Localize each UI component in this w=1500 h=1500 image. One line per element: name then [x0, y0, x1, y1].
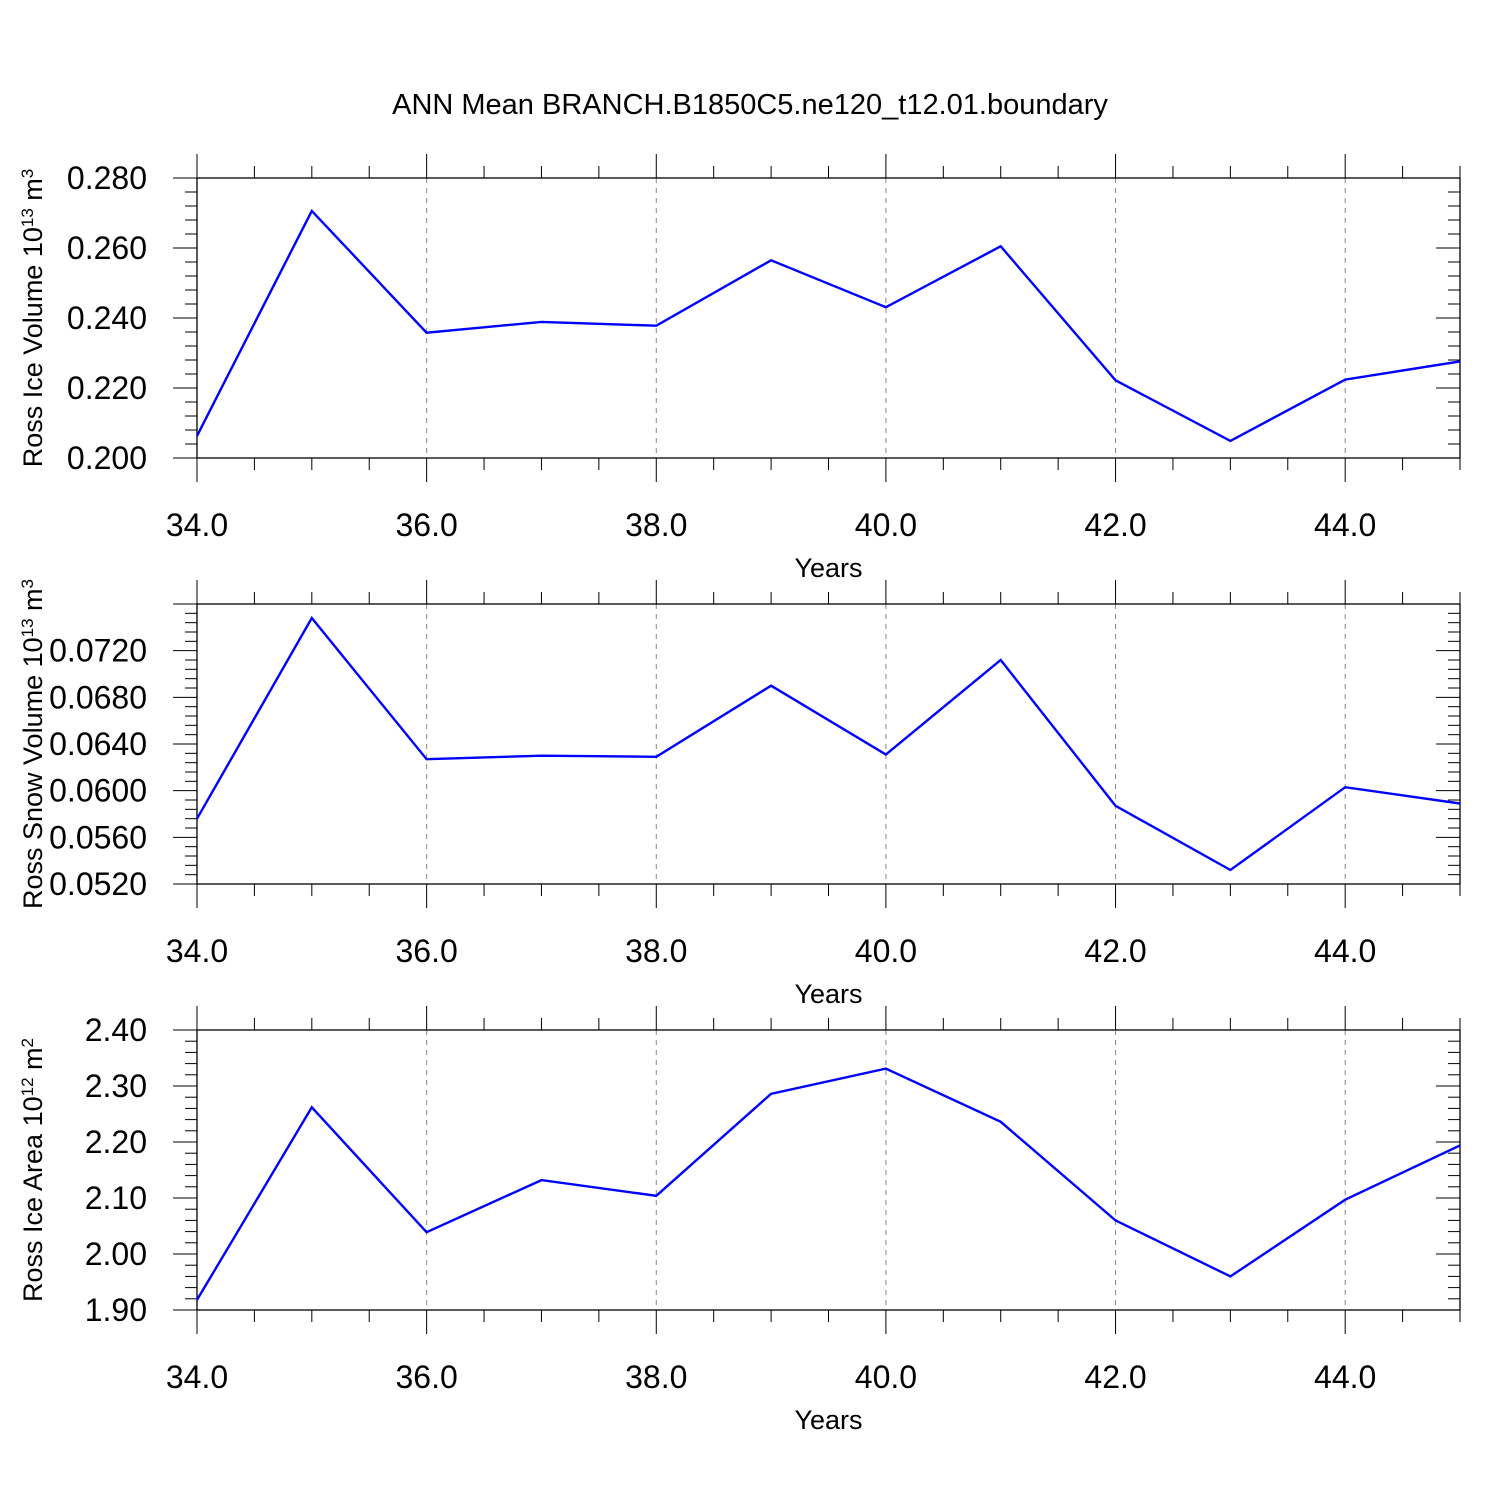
x-tick-label: 42.0: [1084, 507, 1146, 543]
y-axis-label-part: Ross Ice Volume 10: [18, 227, 48, 467]
y-axis-label-part: m: [18, 1047, 48, 1077]
y-axis-label-part: Ross Snow Volume 10: [18, 637, 48, 909]
y-axis-label: Ross Ice Area 1012 m2: [18, 1038, 49, 1302]
y-axis-label-part: m: [18, 178, 48, 208]
x-tick-label: 34.0: [166, 507, 228, 543]
x-axis-label: Years: [794, 979, 862, 1009]
y-tick-label: 0.0600: [49, 773, 147, 809]
y-tick-label: 1.90: [85, 1292, 147, 1328]
panel-1: 34.0 36.0 38.0 40.0 42.0 44.0 0.200 0.220 0.240 0…: [18, 154, 1461, 583]
y-tick-label: 2.00: [85, 1236, 147, 1272]
y-tick-label: 0.0520: [49, 866, 147, 902]
x-axis-label: Years: [794, 553, 862, 583]
x-tick-label: 44.0: [1314, 933, 1376, 969]
x-tick-label: 44.0: [1314, 1359, 1376, 1395]
y-tick-label: 0.260: [67, 230, 147, 266]
x-tick-label: 36.0: [395, 1359, 457, 1395]
y-axis-label: Ross Snow Volume 1013 m3: [18, 579, 49, 909]
y-tick-label: 0.280: [67, 160, 147, 196]
x-tick-label: 40.0: [855, 1359, 917, 1395]
y-axis-label-superscript: 13: [18, 618, 37, 637]
series-line: [195, 615, 1461, 872]
y-tick-label: 0.200: [67, 440, 147, 476]
y-axis-label-superscript: 13: [18, 208, 37, 227]
x-tick-label: 42.0: [1084, 1359, 1146, 1395]
y-tick-label: 0.0640: [49, 726, 147, 762]
y-tick-label: 2.10: [85, 1180, 147, 1216]
y-axis-label-part: Ross Ice Area 10: [18, 1096, 48, 1302]
x-tick-label: 34.0: [166, 933, 228, 969]
panel-3: 34.0 36.0 38.0 40.0 42.0 44.0 1.90 2.00 2.10 2.20…: [18, 1006, 1461, 1435]
series-line: [195, 208, 1461, 443]
y-tick-label: 2.20: [85, 1124, 147, 1160]
y-axis-label-superscript: 2: [18, 1038, 37, 1047]
y-tick-label: 2.30: [85, 1068, 147, 1104]
x-tick-label: 38.0: [625, 507, 687, 543]
y-axis-label-superscript: 3: [18, 169, 37, 178]
series-line: [195, 1067, 1461, 1301]
y-axis-label: Ross Ice Volume 1013 m3: [18, 169, 49, 468]
figure-title: ANN Mean BRANCH.B1850C5.ne120_t12.01.bou…: [392, 89, 1108, 121]
y-tick-label: 0.0680: [49, 679, 147, 715]
x-tick-label: 40.0: [855, 507, 917, 543]
x-tick-label: 40.0: [855, 933, 917, 969]
x-tick-label: 42.0: [1084, 933, 1146, 969]
x-tick-label: 34.0: [166, 1359, 228, 1395]
y-tick-label: 0.240: [67, 300, 147, 336]
y-tick-label: 0.220: [67, 370, 147, 406]
y-tick-label: 0.0720: [49, 633, 147, 669]
x-tick-label: 38.0: [625, 933, 687, 969]
y-axis-label-part: m: [18, 588, 48, 618]
x-tick-label: 38.0: [625, 1359, 687, 1395]
x-axis-label: Years: [794, 1405, 862, 1435]
y-tick-label: 0.0560: [49, 819, 147, 855]
panel-2: 34.0 36.0 38.0 40.0 42.0 44.0 0.0520 0.0560 0.06…: [18, 579, 1461, 1009]
x-tick-label: 44.0: [1314, 507, 1376, 543]
y-axis-label-superscript: 12: [18, 1077, 37, 1096]
y-axis-label-superscript: 3: [18, 579, 37, 588]
y-tick-label: 2.40: [85, 1012, 147, 1048]
x-tick-label: 36.0: [395, 507, 457, 543]
x-tick-label: 36.0: [395, 933, 457, 969]
